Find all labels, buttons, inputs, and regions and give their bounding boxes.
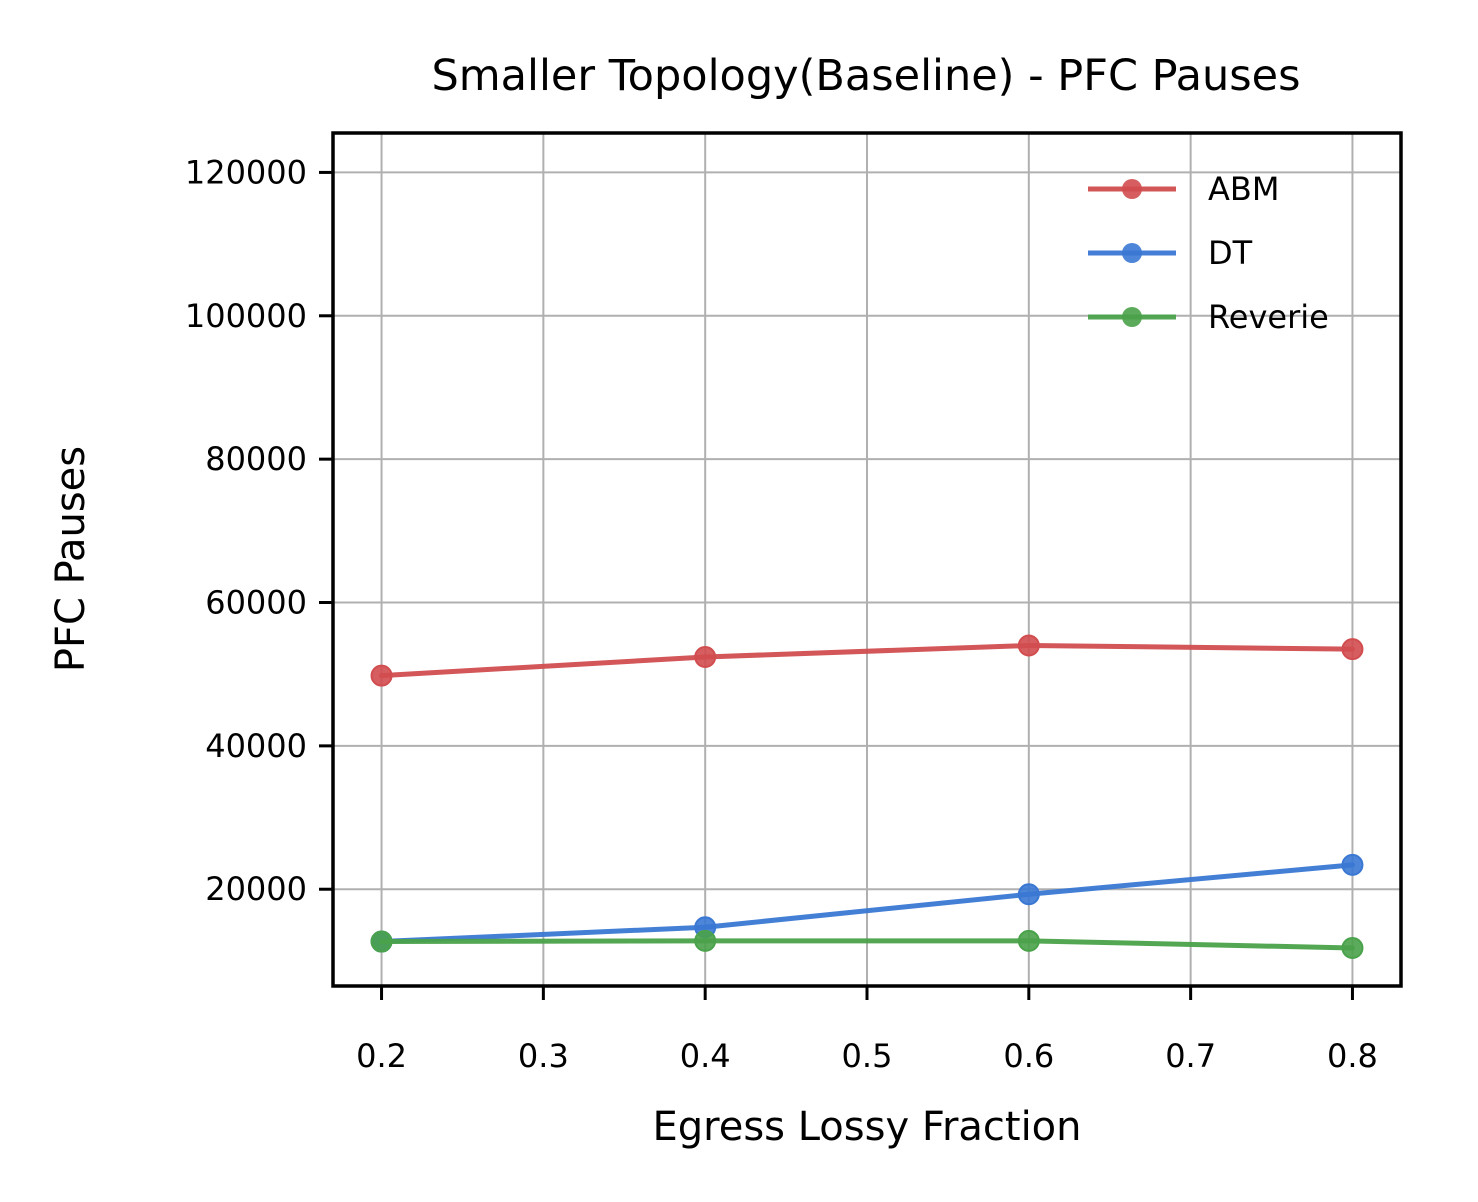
legend-marker <box>1122 307 1142 327</box>
data-point <box>1017 929 1040 952</box>
y-tick-label: 20000 <box>205 870 307 908</box>
series-line-reverie <box>379 938 1355 951</box>
axis-ticks: 0.2 0.3 0.4 0.5 0.6 0.7 0.8 20000 40000 60000 8000… <box>185 153 1378 1075</box>
x-tick-label: 0.4 <box>680 1037 731 1075</box>
y-tick-label: 40000 <box>205 727 307 765</box>
series-abm <box>370 634 1364 687</box>
x-tick-label: 0.2 <box>356 1037 407 1075</box>
data-point <box>1017 883 1040 906</box>
chart-title: Smaller Topology(Baseline) - PFC Pauses <box>431 51 1300 101</box>
y-tick-label: 120000 <box>185 153 307 191</box>
grid <box>333 133 1401 986</box>
data-point <box>1017 634 1040 657</box>
x-tick-label: 0.8 <box>1327 1037 1378 1075</box>
series-line-abm <box>379 643 1355 679</box>
legend-item-dt: DT <box>1088 234 1253 272</box>
data-point <box>370 930 393 953</box>
legend-marker <box>1122 179 1142 199</box>
series-reverie <box>370 929 1364 960</box>
data-point <box>1341 853 1364 876</box>
x-tick-label: 0.6 <box>1003 1037 1054 1075</box>
legend-item-reverie: Reverie <box>1088 298 1329 336</box>
data-point <box>694 929 717 952</box>
data-point <box>1341 937 1364 960</box>
legend-marker <box>1122 243 1142 263</box>
y-tick-label: 100000 <box>185 297 307 335</box>
legend-label: DT <box>1208 234 1253 272</box>
legend: ABM DT Reverie <box>1088 170 1329 336</box>
data-point <box>1341 638 1364 661</box>
x-tick-label: 0.5 <box>842 1037 893 1075</box>
legend-item-abm: ABM <box>1088 170 1279 208</box>
series-line-dt <box>379 862 1355 945</box>
x-tick-label: 0.7 <box>1165 1037 1216 1075</box>
x-axis-label: Egress Lossy Fraction <box>652 1104 1081 1150</box>
y-tick-label: 80000 <box>205 440 307 478</box>
legend-label: ABM <box>1208 170 1279 208</box>
y-axis-label: PFC Pauses <box>48 446 94 672</box>
y-tick-label: 60000 <box>205 584 307 622</box>
legend-label: Reverie <box>1208 298 1329 336</box>
series-layer <box>370 634 1364 960</box>
data-point <box>370 664 393 687</box>
data-point <box>694 645 717 668</box>
x-tick-label: 0.3 <box>518 1037 569 1075</box>
